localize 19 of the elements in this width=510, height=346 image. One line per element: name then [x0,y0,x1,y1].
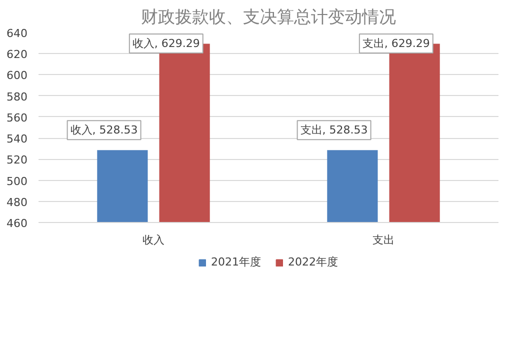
chart-title: 财政拨款收、支决算总计变动情况 [141,8,396,28]
y-tick-label: 580 [6,90,28,104]
x-tick-label: 收入 [142,234,164,246]
y-tick-label: 560 [6,111,28,124]
y-tick-label: 460 [6,217,28,230]
data-label: 收入, 629.29 [132,37,200,50]
legend-label: 2021年度 [211,254,261,270]
y-tick-label: 620 [6,48,28,62]
data-label: 支出, 629.29 [362,37,430,50]
y-tick-label: 480 [6,196,28,209]
y-tick-label: 500 [6,174,28,188]
data-label: 收入, 528.53 [70,124,138,137]
y-tick-label: 640 [6,27,28,40]
y-tick-label: 600 [6,69,28,82]
data-label: 支出, 528.53 [300,124,368,137]
legend-label: 2022年度 [288,254,338,270]
y-tick-label: 520 [6,154,28,167]
y-tick-label: 540 [6,132,28,146]
x-tick-label: 支出 [372,234,394,246]
